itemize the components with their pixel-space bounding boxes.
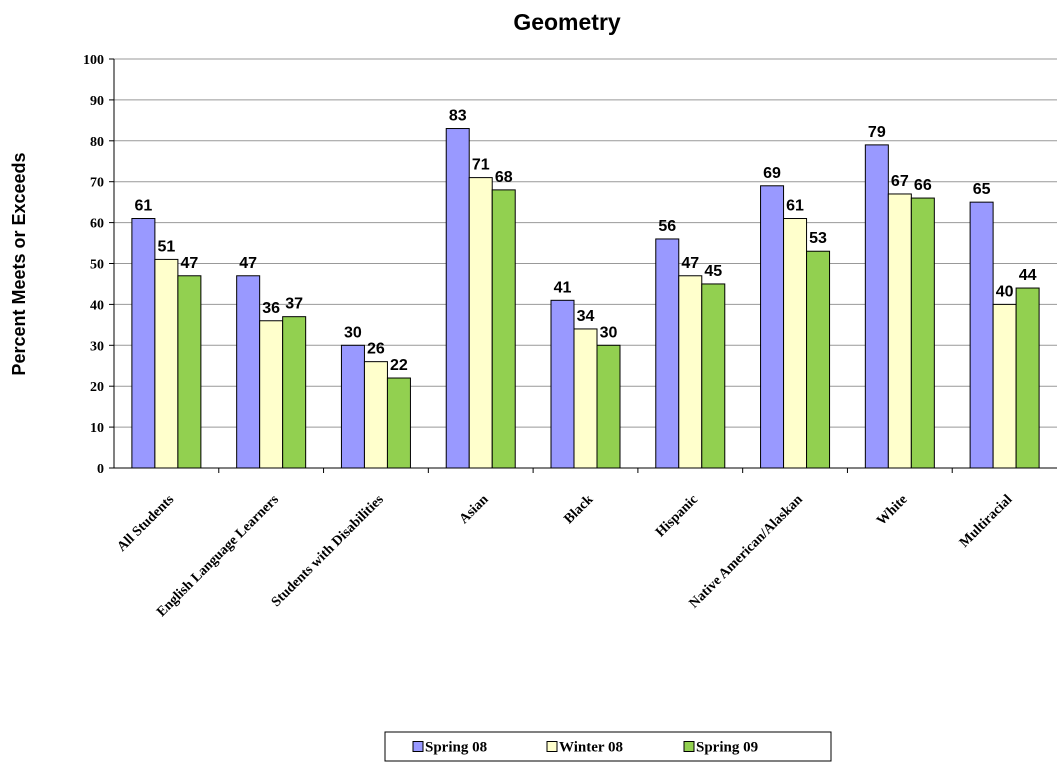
data-label: 68 [495,169,513,186]
data-label: 53 [809,230,827,247]
y-tick-label: 80 [90,135,104,150]
y-tick-label: 90 [90,94,104,109]
data-label: 79 [868,124,886,141]
data-label: 22 [390,357,408,374]
bar-spring-08-native-american-alaskan [760,185,785,469]
legend: Spring 08 Winter 08 Spring 09 [384,731,832,762]
bar-winter-08-students-with-disabilities [363,361,388,469]
x-tick-label: Asian [457,492,492,527]
data-label: 26 [367,341,385,358]
bar-winter-08-all-students [154,258,179,469]
legend-swatch-spring-09 [683,741,695,752]
data-label: 65 [973,181,991,198]
bar-spring-08-all-students [131,218,156,469]
data-label: 36 [262,300,280,317]
data-label: 45 [704,263,722,280]
bar-spring-08-hispanic [655,238,680,469]
y-tick-label: 0 [97,462,104,477]
axes [109,58,1057,473]
data-label: 51 [157,238,175,255]
bar-winter-08-black [573,328,598,469]
data-label: 66 [914,177,932,194]
bar-spring-09-asian [491,189,516,469]
legend-label: Spring 08 [425,740,487,756]
data-label: 61 [134,198,152,215]
legend-swatch-winter-08 [546,741,558,752]
data-label: 83 [449,108,467,125]
data-label: 30 [600,324,618,341]
bar-spring-08-english-language-learners [236,275,261,469]
bar-spring-08-students-with-disabilities [340,344,365,469]
y-tick-label: 100 [83,53,104,68]
bar-spring-08-asian [445,128,470,469]
data-label: 47 [180,255,198,272]
data-label: 69 [763,165,781,182]
y-tick-label: 40 [90,298,104,313]
data-label: 56 [658,218,676,235]
bar-spring-09-white [910,197,935,469]
legend-box [384,731,832,762]
x-tick-label: White [874,492,910,528]
legend-label: Winter 08 [559,740,623,756]
y-tick-label: 70 [90,176,104,191]
bar-winter-08-asian [468,177,493,469]
x-tick-label: Students with Disabilities [269,492,387,610]
bar-winter-08-hispanic [678,275,703,469]
bar-spring-08-multiracial [969,201,994,469]
data-label: 30 [344,324,362,341]
data-label: 47 [239,255,257,272]
data-label: 37 [285,296,303,313]
bar-spring-09-black [596,344,621,469]
data-label: 44 [1019,267,1037,284]
bar-spring-08-black [550,299,575,469]
y-tick-label: 10 [90,421,104,436]
bar-winter-08-english-language-learners [259,320,284,469]
data-label: 67 [891,173,909,190]
x-tick-label: Multiracial [957,492,1016,551]
bar-spring-09-all-students [177,275,202,469]
x-tick-label: English Language Learners [154,492,282,620]
data-label: 47 [681,255,699,272]
x-tick-label: All Students [115,492,178,555]
x-tick-label: Native American/Alaskan [687,492,806,611]
x-tick-label: Hispanic [653,492,701,540]
data-label: 41 [554,279,572,296]
bars [131,128,1040,469]
bar-spring-09-native-american-alaskan [806,250,831,469]
bar-spring-08-white [864,144,889,469]
x-tick-label: Black [562,492,597,527]
chart-title: Geometry [513,9,621,35]
bar-spring-09-english-language-learners [282,316,307,469]
data-label: 34 [577,308,595,325]
y-tick-labels: 0 10 20 30 40 50 60 70 80 90 100 [83,53,104,477]
data-label: 61 [786,198,804,215]
data-labels: 61 51 47 47 36 37 30 26 22 83 71 68 41 34 30 56 47 45 69 61… [134,108,1036,374]
bar-spring-09-hispanic [701,283,726,469]
bar-spring-09-students-with-disabilities [386,377,411,469]
y-tick-label: 60 [90,217,104,232]
legend-label: Spring 09 [696,740,758,756]
bar-winter-08-white [887,193,912,469]
y-tick-label: 30 [90,339,104,354]
y-axis-label: Percent Meets or Exceeds [9,152,29,375]
bar-spring-09-multiracial [1015,287,1040,469]
bar-winter-08-native-american-alaskan [783,218,808,469]
legend-swatch-spring-08 [412,741,424,752]
y-tick-label: 50 [90,258,104,273]
data-label: 40 [996,283,1014,300]
y-tick-label: 20 [90,380,104,395]
bar-winter-08-multiracial [992,303,1017,469]
data-label: 71 [472,157,490,174]
